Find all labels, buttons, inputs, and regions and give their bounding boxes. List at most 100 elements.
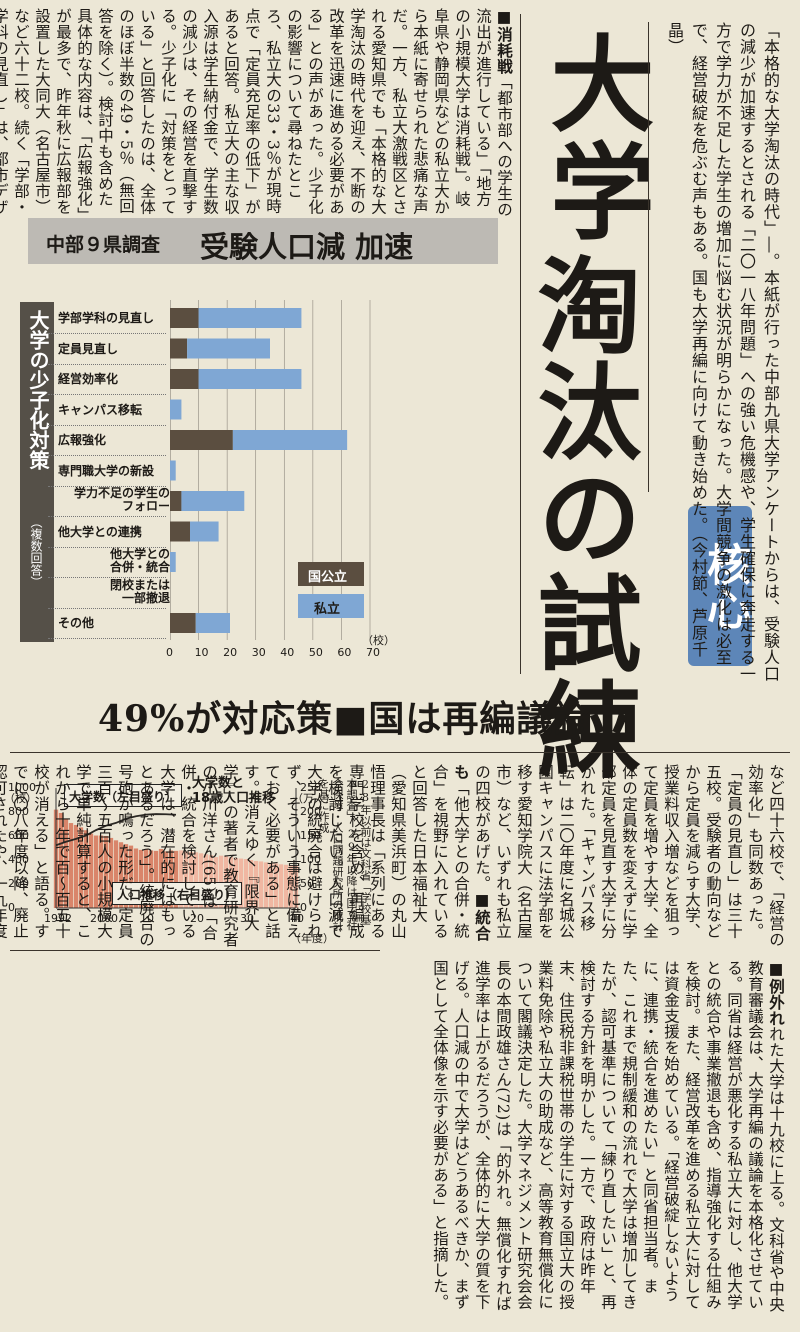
- bar-category-label: 経営効率化: [58, 372, 119, 386]
- population-bar: [243, 859, 249, 908]
- bar-row-divider: [48, 577, 166, 578]
- main-headline-line2: 淘汰の試練: [519, 252, 641, 782]
- bar-public-10: [170, 613, 196, 633]
- bar-category-label: その他: [58, 616, 95, 630]
- left-axis-unit: （校）: [4, 792, 37, 805]
- left-axis-tick: 1000: [8, 781, 36, 794]
- bar-chart-title: 大学の少子化対策: [26, 310, 50, 470]
- population-bar: [203, 854, 209, 908]
- sub-headline-rule: [10, 752, 790, 753]
- bar-category-label: 他大学との連携: [58, 524, 142, 539]
- bar-private-7: [190, 521, 219, 542]
- population-bar: [98, 835, 104, 908]
- bar-row-divider: [48, 394, 166, 395]
- bar-x-tick: 20: [223, 646, 238, 659]
- pop-x-tick: 2000: [90, 912, 118, 925]
- bottom-section-rule: [10, 950, 380, 951]
- population-bar: [133, 848, 139, 908]
- population-bar: [138, 849, 144, 908]
- population-bar: [73, 824, 79, 908]
- population-bar: [248, 860, 254, 908]
- main-headline-line1: 大学: [532, 30, 654, 246]
- bar-x-tick: 70: [366, 646, 380, 659]
- population-bar: [113, 840, 119, 908]
- survey-banner: 中部９県調査 受験人口減 加速: [28, 218, 498, 264]
- right-axis-tick: 0: [300, 901, 307, 914]
- bar-private-2: [198, 369, 302, 389]
- bar-row-divider: [48, 455, 166, 456]
- population-bar: [158, 848, 164, 908]
- population-bar: [63, 818, 69, 908]
- top-body-paragraph: 「都市部への学生の流出が進行している」「地方の小規模大学は消耗戦」。岐阜県や静岡…: [0, 8, 513, 218]
- left-axis-tick: 0: [8, 901, 15, 914]
- population-bar: [268, 862, 274, 908]
- x-axis-label: （年度）: [290, 932, 334, 945]
- bar-category-label: 定員見直し: [58, 341, 119, 356]
- bar-x-tick: 50: [308, 646, 323, 659]
- bottom-heading2: ■統合も: [452, 764, 491, 942]
- population-bar: [128, 845, 134, 908]
- bar-label-box: 人口推移（右目盛り）: [112, 882, 243, 905]
- population-bar: [253, 860, 259, 908]
- population-bar: [88, 833, 94, 908]
- bar-series-label: 人口推移（右目盛り）: [117, 888, 238, 902]
- bottom-text1: など四十六校で、「経営の効率化」も同数あった。「定員の見直し」は三十五校。受験者…: [473, 764, 785, 948]
- population-bar: [173, 850, 179, 908]
- bar-chart-unit: （校）: [362, 634, 395, 647]
- bar-private-8: [170, 552, 176, 572]
- bar-row-divider: [48, 424, 166, 426]
- chart-divider: [520, 14, 521, 674]
- bar-category-label: キャンパス移転: [58, 402, 143, 417]
- bar-public-7: [170, 521, 190, 542]
- population-bar: [68, 823, 74, 908]
- sub-headline: 49%が対応策■国は再編議論: [98, 698, 591, 740]
- bar-private-1: [187, 338, 270, 359]
- right-axis-tick: 50: [300, 877, 314, 890]
- pop-chart-note: 28年以前は文科省「学校基本調査」、29年以降は国立社会保障・人口問題研究所の推…: [317, 778, 372, 932]
- bar-private-5: [170, 460, 176, 481]
- university-count-line: [55, 813, 177, 847]
- population-bar: [183, 851, 189, 908]
- bar-x-tick: 60: [337, 646, 352, 659]
- bar-chart-area: 大学の少子化対策 （複数回答）: [12, 296, 382, 676]
- population-bar: [58, 812, 64, 908]
- bar-x-tick: 10: [194, 646, 209, 659]
- population-bar: [153, 850, 159, 908]
- bar-private-10: [195, 613, 230, 633]
- population-bar: [168, 850, 174, 908]
- population-bar: [103, 836, 109, 908]
- population-bar: [218, 855, 224, 908]
- bar-private-3: [170, 399, 182, 420]
- right-axis-tick: 100: [300, 853, 321, 866]
- bottom-heading3: ■例外れ: [767, 960, 785, 1027]
- legend-private-swatch: [298, 594, 364, 618]
- bottom-body-lower: ■例外れれた大学は十九校に上る。文科省や中央教育審議会は、大学再編の議論を本格化…: [10, 960, 786, 1320]
- population-bar: [193, 852, 199, 908]
- population-bar: [188, 851, 194, 908]
- bar-category-label: 他大学との 合併・統合: [109, 547, 170, 574]
- pop-chart-title: 大学数と 18歳人口推移: [192, 776, 275, 806]
- bar-legend: 国公立 私立: [298, 562, 364, 622]
- population-bar: [108, 837, 114, 908]
- population-bar: [273, 863, 279, 908]
- bar-x-tick: 40: [280, 646, 295, 659]
- bar-category-label: 専門職大学の新設: [58, 463, 155, 478]
- population-bar: [258, 861, 264, 908]
- legend-public-swatch: [298, 562, 364, 586]
- population-chart-svg: [53, 788, 299, 909]
- top-body-heading: ■消耗戦: [495, 8, 513, 75]
- population-bar: [78, 827, 84, 908]
- legend-private-label: 私立: [314, 602, 341, 617]
- right-axis-tick: 250: [300, 781, 321, 794]
- pop-chart-title-text: 大学数と 18歳人口推移: [192, 776, 276, 806]
- bar-public-6: [170, 491, 182, 511]
- population-bar: [83, 830, 89, 908]
- population-bar: [283, 864, 289, 908]
- bar-chart-note: （複数回答）: [29, 516, 43, 588]
- banner-main: 受験人口減 加速: [200, 230, 414, 264]
- bar-private-0: [198, 308, 302, 328]
- population-bar: [123, 844, 129, 908]
- bottom-text2: 「他大学との合併・統合」を視野に入れていると回答した日本福祉大（愛知県美浜町）の…: [0, 764, 470, 948]
- population-bar: [278, 864, 284, 908]
- bar-row-divider: [48, 516, 166, 517]
